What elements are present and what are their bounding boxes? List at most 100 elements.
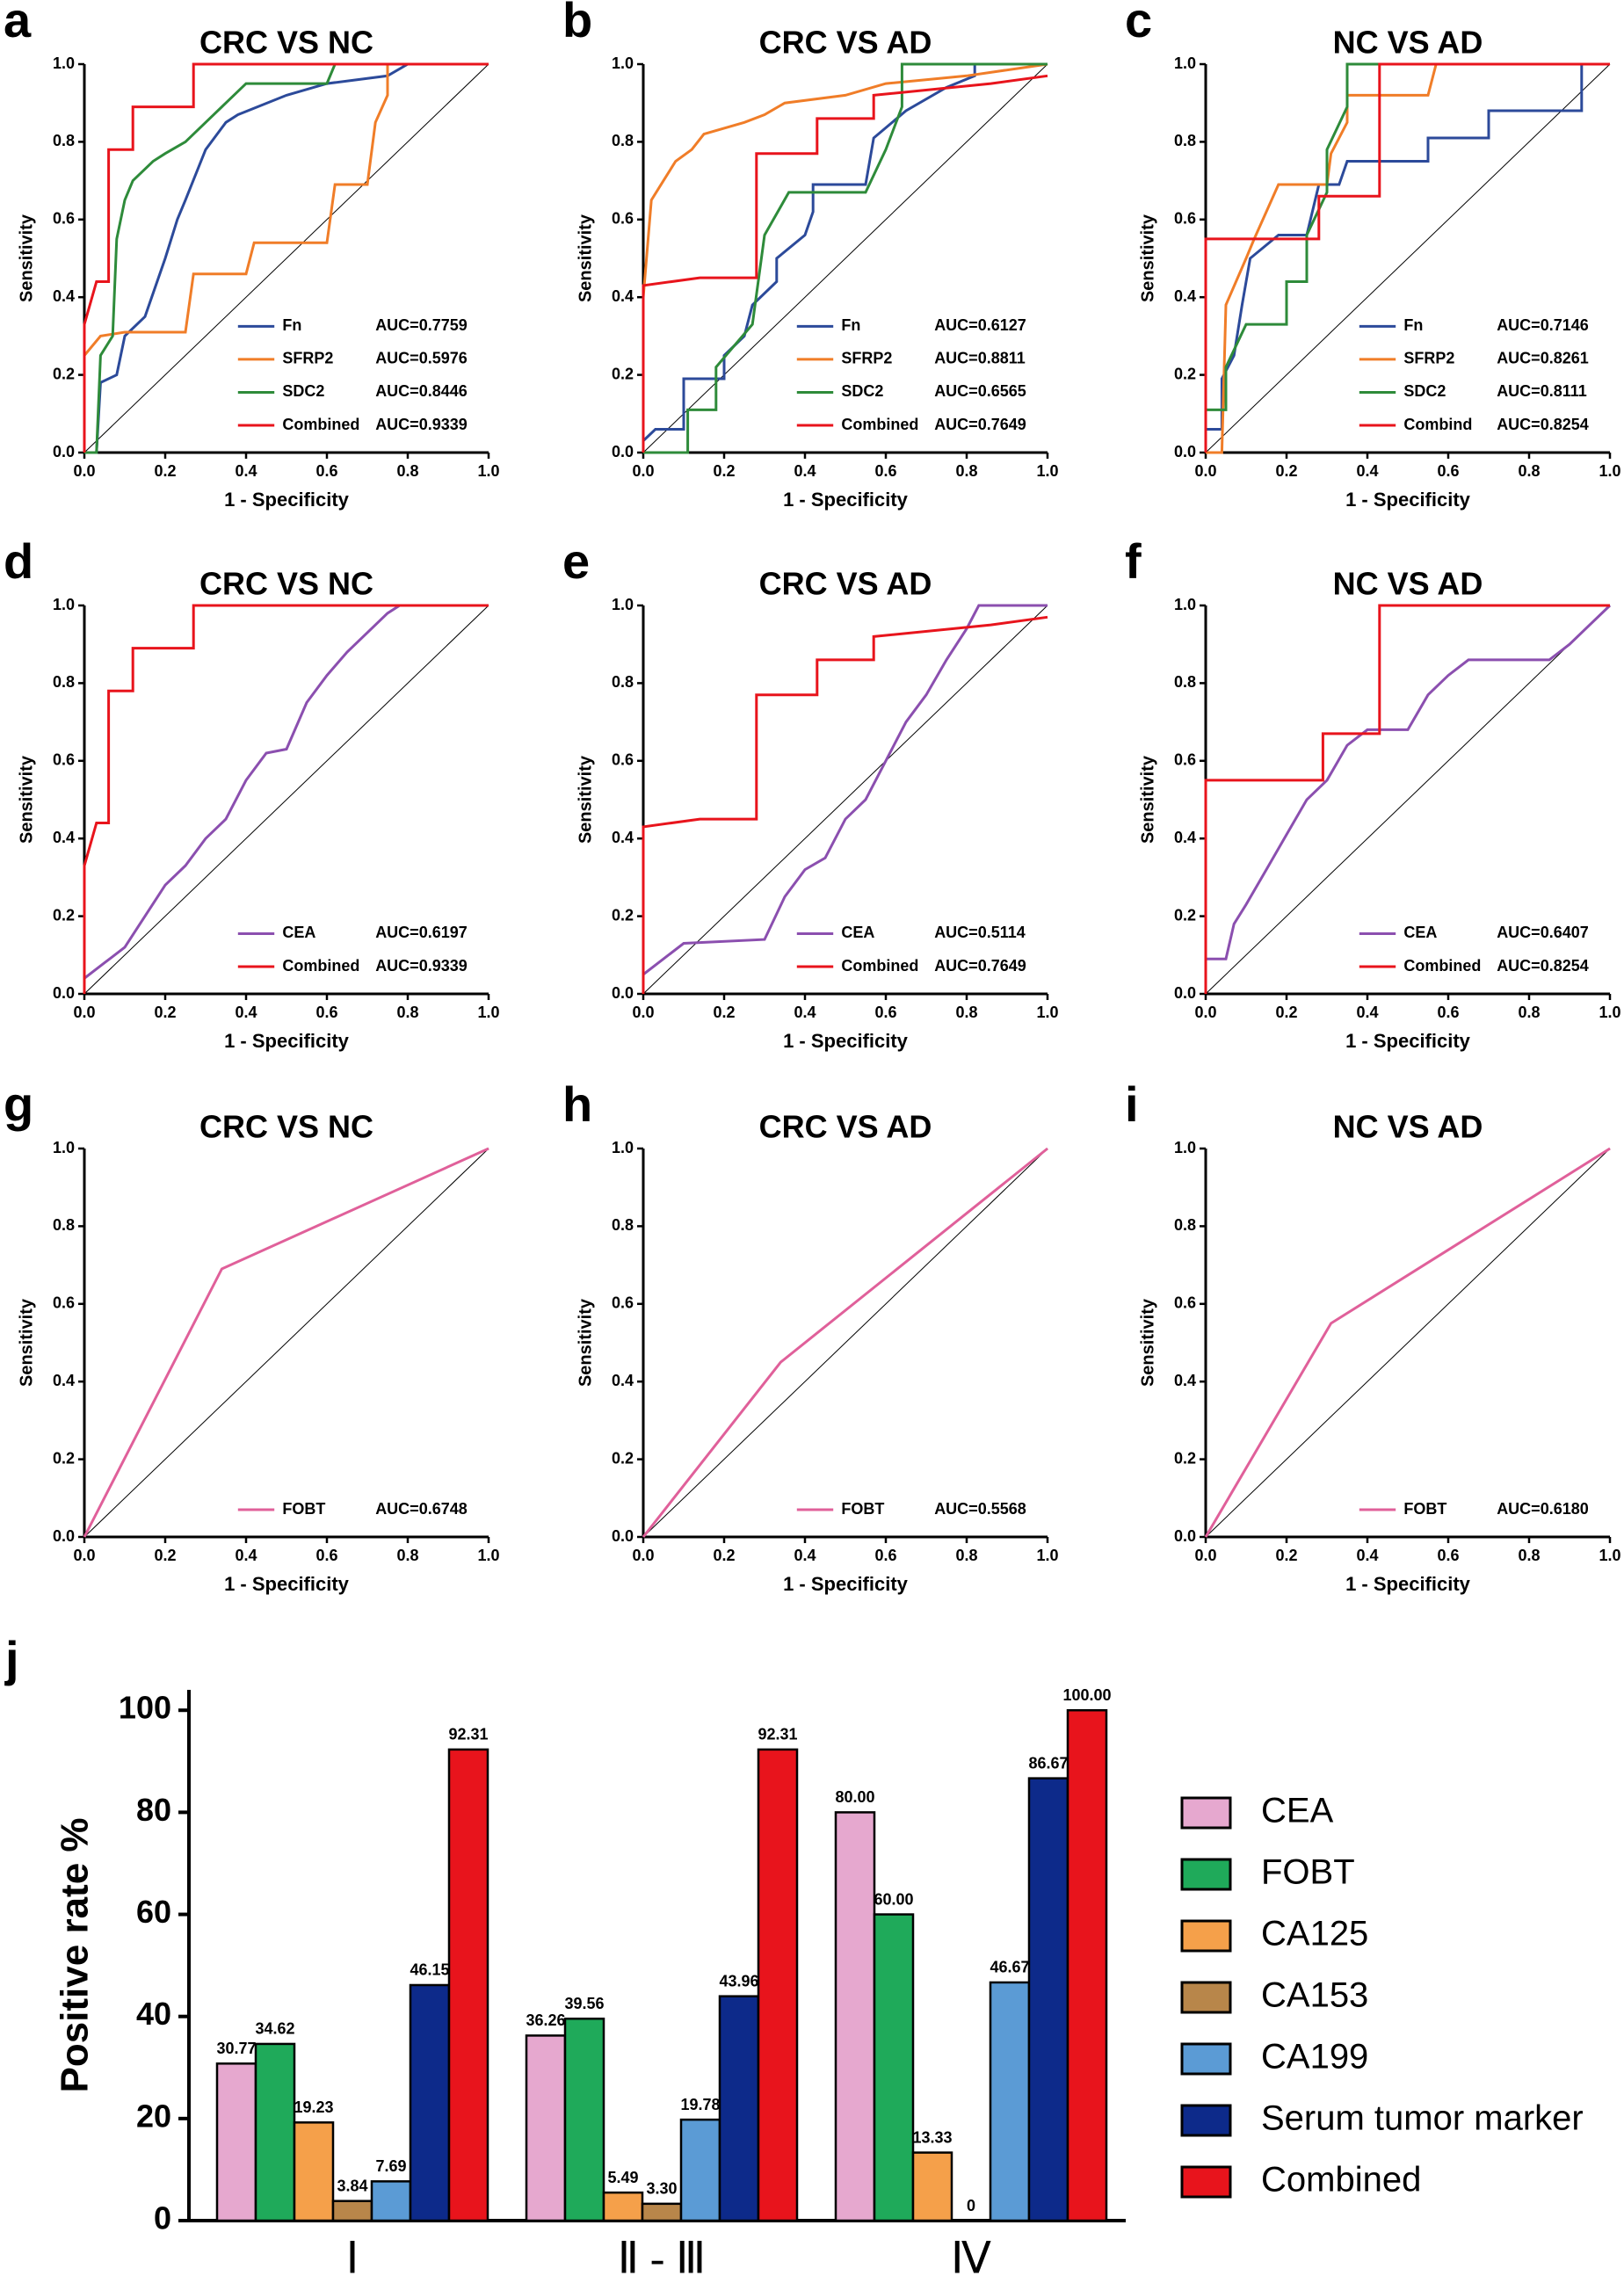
- chart-title: NC VS AD: [1333, 566, 1483, 602]
- y-tick-label: 0.2: [612, 906, 634, 924]
- y-axis-label: Sensitivity: [17, 214, 36, 302]
- x-tick-label: 0.8: [1518, 1004, 1540, 1021]
- value-label: 19.78: [680, 2096, 720, 2113]
- diagonal: [642, 605, 1048, 995]
- x-tick-label: 0.2: [713, 462, 735, 480]
- legend-auc: AUC=0.5114: [934, 924, 1026, 941]
- y-tick-label: 0.8: [612, 132, 634, 149]
- value-label: 92.31: [448, 1726, 488, 1743]
- y-tick-label: 1.0: [53, 54, 75, 72]
- legend-swatch: [1180, 1981, 1232, 2014]
- y-tick-label: 0.0: [612, 443, 634, 460]
- legend-swatch: [1180, 2104, 1232, 2137]
- y-tick-label: 0.4: [53, 829, 75, 846]
- y-axis-label: Positive rate %: [54, 1817, 97, 2092]
- y-tick-label: 0.6: [53, 210, 75, 228]
- y-tick-label: 0.6: [1174, 210, 1196, 228]
- diagonal: [83, 1148, 489, 1538]
- y-tick-label: 0.0: [53, 443, 75, 460]
- y-tick-label: 0.8: [1174, 673, 1196, 691]
- legend-label: Fn: [1403, 316, 1423, 334]
- value-label: 92.31: [758, 1726, 797, 1743]
- y-tick-label: 0.8: [612, 673, 634, 691]
- diagonal: [83, 605, 489, 995]
- y-tick-label: 0.8: [53, 132, 75, 149]
- legend-auc: AUC=0.6407: [1497, 924, 1589, 941]
- x-tick-label: 0.2: [713, 1004, 735, 1021]
- roc-curve: [84, 62, 489, 454]
- x-tick-label: 0.2: [1275, 1547, 1297, 1564]
- legend-label: Fn: [841, 316, 860, 334]
- y-tick-label: 20: [136, 2098, 171, 2134]
- roc-curve: [642, 1147, 1048, 1538]
- x-tick-label: 1.0: [477, 462, 499, 480]
- y-tick-label: 1.0: [1174, 54, 1196, 72]
- x-tick-label: 0.6: [1437, 1547, 1459, 1564]
- y-tick-label: 60: [136, 1894, 171, 1930]
- legend-label: Combined: [1261, 2161, 1421, 2200]
- legend-label: Combined: [841, 957, 918, 975]
- value-label: 100.00: [1062, 1686, 1111, 1704]
- y-axis-label: Sensitivity: [576, 1298, 595, 1387]
- x-tick-label: 0.0: [73, 1547, 95, 1564]
- y-tick-label: 0.2: [1174, 365, 1196, 382]
- x-tick-label: 0.8: [396, 462, 418, 480]
- y-tick-label: 0: [154, 2200, 171, 2236]
- value-label: 43.96: [719, 1972, 758, 1989]
- legend-auc: AUC=0.8254: [1497, 957, 1589, 975]
- legend-label: SDC2: [841, 382, 883, 400]
- legend-auc: AUC=0.6180: [1497, 1500, 1589, 1518]
- y-tick-label: 0.6: [1174, 1294, 1196, 1312]
- value-label: 3.30: [646, 2180, 677, 2198]
- value-label: 30.77: [216, 2040, 256, 2057]
- x-tick-label: 0.8: [396, 1004, 418, 1021]
- value-label: 60.00: [874, 1890, 913, 1908]
- y-tick-label: 1.0: [1174, 1139, 1196, 1156]
- legend-label: CEA: [1261, 1792, 1334, 1830]
- y-tick-label: 0.6: [53, 751, 75, 769]
- y-tick-label: 0.6: [612, 210, 634, 228]
- bar: [447, 1748, 489, 2222]
- legend-auc: AUC=0.6127: [934, 316, 1026, 334]
- y-tick-label: 0.4: [612, 829, 634, 846]
- panel-letter: g: [4, 1076, 33, 1132]
- bar: [215, 2062, 257, 2222]
- x-tick-label: 1.0: [1036, 1547, 1058, 1564]
- y-tick-label: 0.4: [1174, 1372, 1196, 1389]
- y-tick-label: 0.2: [1174, 906, 1196, 924]
- legend-auc: AUC=0.6748: [375, 1500, 468, 1518]
- roc-curve: [1204, 62, 1610, 453]
- y-axis-label: Sensitivity: [1138, 755, 1157, 844]
- roc-curve: [83, 62, 489, 453]
- y-tick-label: 1.0: [1174, 596, 1196, 613]
- y-tick-label: 0.4: [1174, 829, 1196, 846]
- value-label: 7.69: [375, 2157, 406, 2175]
- legend-label: Serum tumor marker: [1261, 2099, 1584, 2138]
- legend-auc: AUC=0.6565: [934, 382, 1026, 400]
- y-tick-label: 0.2: [53, 365, 75, 382]
- value-label: 19.23: [294, 2098, 333, 2116]
- roc-curve: [1204, 604, 1610, 994]
- legend-label: Combind: [1403, 416, 1472, 433]
- legend-auc: AUC=0.8111: [1497, 382, 1587, 400]
- x-tick-label: 0.4: [1356, 1547, 1378, 1564]
- y-tick-label: 0.8: [53, 1216, 75, 1234]
- chart-title: NC VS AD: [1333, 1109, 1483, 1145]
- legend-label: CEA: [1403, 924, 1437, 941]
- y-axis-label: Sensitivity: [1138, 1298, 1157, 1387]
- y-tick-label: 0.4: [53, 1372, 75, 1389]
- y-tick-label: 0.6: [612, 1294, 634, 1312]
- x-tick-label: 0.8: [955, 1547, 977, 1564]
- legend-label: SDC2: [282, 382, 324, 400]
- legend-auc: AUC=0.5976: [375, 350, 468, 367]
- bar: [1066, 1708, 1108, 2222]
- x-tick-label: 0.0: [1194, 1547, 1216, 1564]
- legend-auc: AUC=0.9339: [375, 416, 468, 433]
- x-tick-label: 1.0: [1599, 1004, 1620, 1021]
- y-tick-label: 80: [136, 1792, 171, 1828]
- x-tick-label: 0.6: [315, 1547, 337, 1564]
- legend-swatch: [1180, 1796, 1232, 1830]
- y-tick-label: 0.2: [53, 906, 75, 924]
- y-axis-label: Sensitivity: [17, 1298, 36, 1387]
- x-tick-label: 0.0: [73, 1004, 95, 1021]
